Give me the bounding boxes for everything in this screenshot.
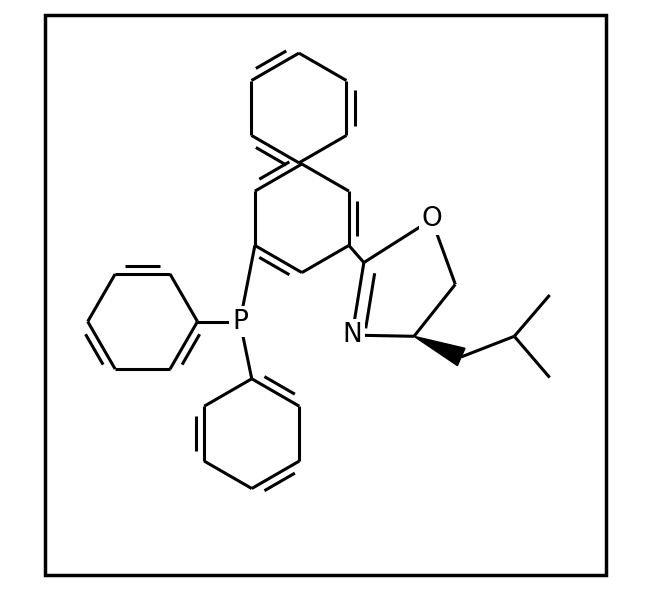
Polygon shape [414,336,465,366]
Text: O: O [421,206,442,232]
Text: N: N [342,322,362,348]
Text: P: P [232,309,248,335]
